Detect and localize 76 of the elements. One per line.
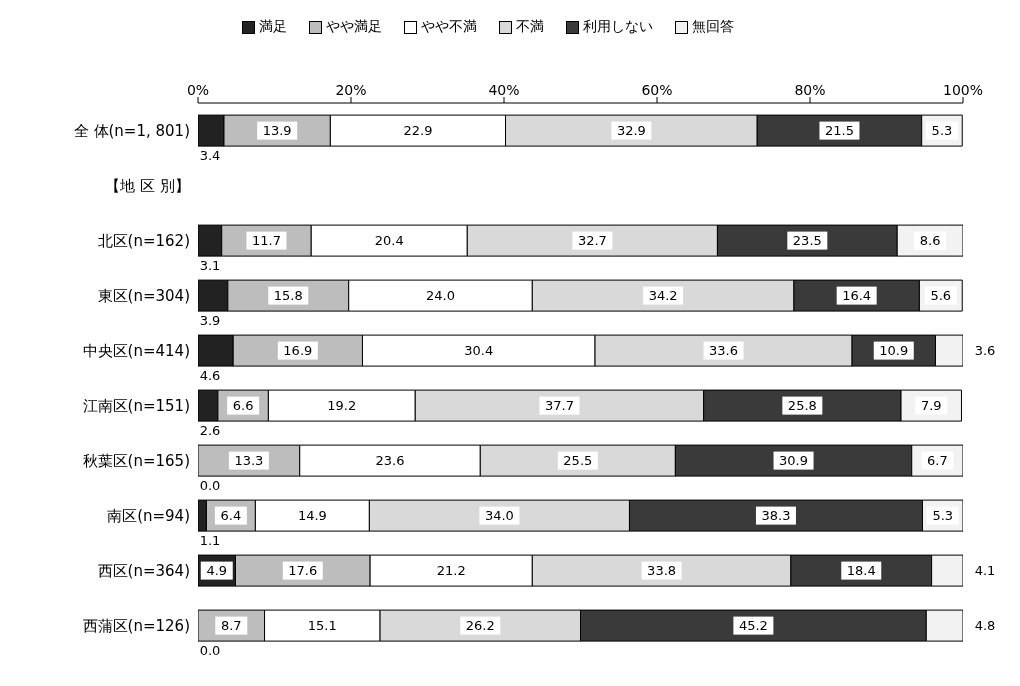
text: 32.7 (577, 233, 607, 249)
text: 16.4 (842, 288, 872, 304)
text: 3.1 (199, 257, 221, 273)
text: 26.2 (465, 618, 495, 634)
text: 33.8 (647, 563, 677, 579)
text: 15.1 (307, 618, 337, 634)
x-tick-label: 60% (641, 82, 673, 98)
text: 4.6 (199, 367, 221, 383)
text: 34.2 (648, 288, 678, 304)
y-tick-label: 南区(n=94) (107, 506, 190, 525)
y-tick-label: 西蒲区(n=126) (82, 616, 190, 635)
text: 21.5 (824, 123, 854, 139)
text: 16.9 (283, 343, 313, 359)
text: 24.0 (426, 288, 455, 304)
text: 21.2 (436, 563, 466, 579)
text: 23.5 (792, 233, 822, 249)
y-tick-label: 全 体(n=1, 801) (73, 121, 190, 140)
text: 0.0 (199, 642, 221, 658)
text: 25.5 (563, 453, 593, 469)
text: 19.2 (327, 398, 357, 414)
text: 6.6 (232, 398, 254, 414)
legend-label: 無回答 (692, 18, 734, 36)
text: 18.4 (846, 563, 876, 579)
text: 2.6 (199, 422, 221, 438)
y-tick-label: 東区(n=304) (97, 286, 190, 305)
text: 34.0 (484, 508, 514, 524)
text: 3.6 (974, 343, 996, 359)
text: 6.7 (927, 453, 948, 469)
text: 22.9 (403, 123, 433, 139)
text: 15.8 (273, 288, 303, 304)
legend-label: 満足 (259, 18, 287, 36)
text: 32.9 (616, 123, 646, 139)
text: 6.4 (220, 508, 242, 524)
y-tick-label: 【地 区 別】 (105, 176, 190, 195)
text: 30.9 (779, 453, 809, 469)
text: 17.6 (288, 563, 318, 579)
text: 3.4 (199, 147, 221, 163)
text: 8.6 (919, 233, 941, 249)
text: 5.3 (931, 123, 953, 139)
y-tick-label: 秋葉区(n=165) (82, 451, 190, 470)
text: 20.4 (374, 233, 404, 249)
legend-label: やや満足 (326, 18, 382, 36)
text: 4.8 (974, 618, 996, 634)
text: 5.3 (932, 508, 954, 524)
y-tick-label: 西区(n=364) (97, 561, 190, 580)
y-tick-label: 江南区(n=151) (82, 396, 190, 415)
text: 13.9 (262, 123, 292, 139)
text: 37.7 (544, 398, 574, 414)
text: 33.6 (709, 343, 739, 359)
text: 3.9 (199, 312, 221, 328)
text: 7.9 (920, 398, 942, 414)
legend-label: やや不満 (421, 18, 477, 36)
text: 10.9 (879, 343, 909, 359)
text: 4.1 (974, 563, 996, 579)
x-tick-label: 20% (335, 82, 367, 98)
legend-label: 不満 (516, 18, 544, 36)
text: 0.0 (199, 477, 221, 493)
text: 30.4 (464, 343, 494, 359)
text: 5.6 (930, 288, 952, 304)
x-tick-label: 100% (942, 82, 984, 98)
x-tick-label: 40% (488, 82, 520, 98)
text: 25.8 (787, 398, 817, 414)
y-tick-label: 中央区(n=414) (82, 341, 190, 360)
x-tick-label: 80% (794, 82, 826, 98)
legend-label: 利用しない (583, 18, 653, 36)
text: 45.2 (738, 618, 768, 634)
text: 13.3 (234, 453, 264, 469)
text: 11.7 (251, 233, 281, 249)
text: 38.3 (761, 508, 791, 524)
y-tick-label: 北区(n=162) (97, 231, 190, 250)
text: 4.9 (206, 563, 228, 579)
text: 23.6 (375, 453, 405, 469)
x-tick-label: 0% (186, 82, 210, 98)
text: 1.1 (199, 532, 221, 548)
text: 14.9 (297, 508, 327, 524)
text: 8.7 (220, 618, 242, 634)
